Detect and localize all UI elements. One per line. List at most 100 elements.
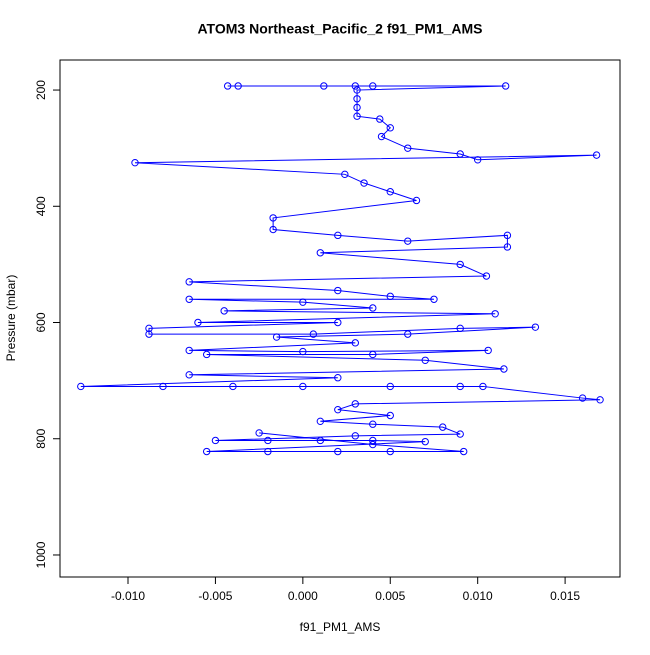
data-point: [220, 307, 228, 315]
data-point: [255, 429, 263, 437]
x-tick-label: -0.010: [111, 589, 145, 603]
y-tick-label: 400: [34, 196, 48, 216]
data-point: [223, 82, 232, 90]
data-point: [369, 82, 377, 90]
data-point: [159, 382, 167, 391]
data-point: [479, 382, 487, 391]
data-point: [369, 440, 377, 449]
data-point: [77, 382, 85, 391]
data-point: [430, 295, 438, 303]
data-point: [341, 170, 349, 179]
data-point: [185, 371, 193, 379]
plot-area: [77, 82, 604, 456]
x-tick-label: -0.005: [198, 589, 232, 603]
data-point: [229, 382, 237, 391]
y-tick-label: 200: [34, 80, 48, 100]
data-point: [145, 330, 153, 338]
data-point: [377, 132, 386, 141]
y-tick-label: 1000: [34, 541, 48, 568]
data-point: [386, 292, 394, 301]
data-point: [386, 447, 394, 456]
data-point: [484, 346, 492, 355]
data-point: [386, 124, 394, 132]
data-point: [473, 156, 482, 164]
data-point: [269, 214, 277, 222]
data-point: [456, 150, 464, 158]
x-axis-label: f91_PM1_AMS: [300, 620, 381, 634]
data-point: [456, 324, 464, 333]
data-point: [459, 447, 468, 456]
data-point: [185, 295, 193, 303]
data-point: [334, 318, 342, 327]
data-point: [131, 158, 139, 167]
data-point: [360, 179, 368, 187]
data-point: [320, 82, 328, 90]
data-point: [592, 151, 601, 159]
data-point: [456, 382, 464, 391]
data-point: [202, 447, 211, 456]
data-point: [145, 324, 153, 333]
data-point: [185, 346, 193, 355]
x-tick-label: 0.005: [375, 589, 405, 603]
data-point: [353, 86, 361, 94]
data-point: [264, 436, 272, 445]
data-point: [299, 298, 307, 306]
data-point: [369, 420, 377, 428]
data-point: [334, 374, 342, 382]
data-point: [194, 318, 202, 327]
data-point: [404, 330, 412, 338]
data-point: [316, 249, 325, 257]
data-point: [386, 411, 394, 420]
data-line: [80, 85, 601, 453]
data-point: [369, 436, 377, 445]
data-point: [202, 350, 211, 359]
x-tick-label: 0.015: [550, 589, 580, 603]
data-point: [500, 365, 508, 373]
data-point: [596, 396, 604, 404]
data-point: [501, 82, 510, 90]
data-point: [316, 417, 325, 426]
data-point: [264, 447, 272, 456]
y-tick-label: 600: [34, 312, 48, 332]
x-tick-label: 0.010: [463, 589, 493, 603]
data-point: [334, 447, 342, 456]
chart-title: ATOM3 Northeast_Pacific_2 f91_PM1_AMS: [197, 21, 482, 37]
y-axis-label: Pressure (mbar): [4, 275, 18, 362]
data-point: [482, 272, 491, 280]
data-point: [351, 400, 359, 408]
data-point: [578, 394, 587, 402]
data-point: [421, 437, 429, 446]
data-point: [369, 350, 377, 359]
data-point: [353, 103, 361, 112]
data-point: [386, 382, 394, 391]
y-tick-label: 800: [34, 428, 48, 448]
data-point: [185, 278, 193, 286]
data-point: [353, 112, 361, 120]
data-point: [316, 436, 325, 445]
data-point: [269, 225, 277, 234]
data-point: [351, 339, 359, 347]
plot-frame: [59, 59, 621, 578]
data-point: [299, 347, 307, 356]
data-point: [531, 323, 540, 331]
data-point: [456, 430, 464, 438]
data-point: [412, 196, 421, 205]
x-tick-label: 0.000: [288, 589, 318, 603]
data-point: [334, 405, 342, 414]
data-point: [376, 115, 384, 123]
data-point: [351, 82, 359, 90]
data-point: [234, 82, 242, 90]
data-point: [404, 237, 412, 245]
data-point: [503, 231, 512, 240]
data-point: [421, 356, 429, 364]
data-point: [404, 144, 412, 152]
data-point: [211, 436, 220, 445]
data-point: [491, 310, 499, 318]
data-point: [503, 243, 512, 251]
data-point: [386, 188, 394, 196]
data-point: [299, 382, 307, 391]
data-point: [353, 95, 361, 103]
data-point: [439, 423, 447, 431]
